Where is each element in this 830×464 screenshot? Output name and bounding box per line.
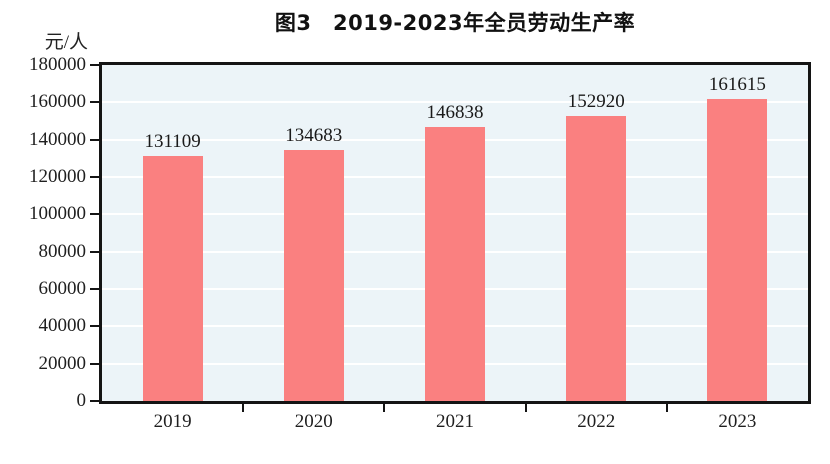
bar-value-label: 134683 xyxy=(285,124,343,146)
y-axis-tick xyxy=(90,325,99,328)
y-axis-tick-label: 100000 xyxy=(29,203,86,225)
y-axis-tick-label: 120000 xyxy=(29,166,86,187)
y-axis-tick xyxy=(90,101,99,104)
plot-area: 131109 134683 146838 152920 161615 xyxy=(99,62,811,404)
bar-value-label: 161615 xyxy=(708,74,766,96)
bar-2023 xyxy=(707,99,768,401)
y-axis-tick-label: 0 xyxy=(76,390,87,411)
y-axis-unit-label: 元/人 xyxy=(44,32,88,53)
y-axis-tick xyxy=(90,64,99,66)
x-axis-tick xyxy=(242,403,245,412)
x-axis-tick xyxy=(524,403,527,412)
bar-value-label: 131109 xyxy=(144,131,201,153)
y-axis-tick-label: 180000 xyxy=(29,54,86,75)
x-axis-tick-label: 2021 xyxy=(436,411,474,432)
y-axis-tick xyxy=(90,250,99,253)
y-axis-tick xyxy=(90,400,99,402)
chart-title: 图3 2019-2023年全员劳动生产率 xyxy=(274,11,636,35)
x-axis-tick-label: 2019 xyxy=(153,411,192,432)
bar-value-label: 146838 xyxy=(426,101,484,123)
bar-2019 xyxy=(142,156,203,401)
y-axis-tick xyxy=(90,213,99,216)
bar-2022 xyxy=(566,115,627,401)
y-axis-tick xyxy=(90,362,99,365)
y-axis-tick xyxy=(90,176,99,178)
x-axis-tick-label: 2023 xyxy=(718,411,757,432)
bar-2020 xyxy=(283,149,344,401)
x-axis-tick-label: 2020 xyxy=(294,411,333,432)
grid-line xyxy=(102,101,808,104)
y-axis-tick-label: 140000 xyxy=(29,128,86,150)
y-axis-tick-label: 20000 xyxy=(38,352,87,374)
y-axis-tick-label: 40000 xyxy=(38,315,87,337)
y-axis-tick xyxy=(90,288,99,290)
x-axis-tick-label: 2022 xyxy=(577,411,616,432)
y-axis-tick xyxy=(90,138,99,141)
y-axis-tick-label: 60000 xyxy=(38,278,87,299)
x-axis-tick xyxy=(383,403,386,412)
y-axis-tick-label: 160000 xyxy=(29,91,86,113)
bar-value-label: 152920 xyxy=(567,90,625,112)
bar-2021 xyxy=(425,126,485,401)
x-axis-tick xyxy=(665,403,668,412)
y-axis-tick-label: 80000 xyxy=(38,240,87,262)
